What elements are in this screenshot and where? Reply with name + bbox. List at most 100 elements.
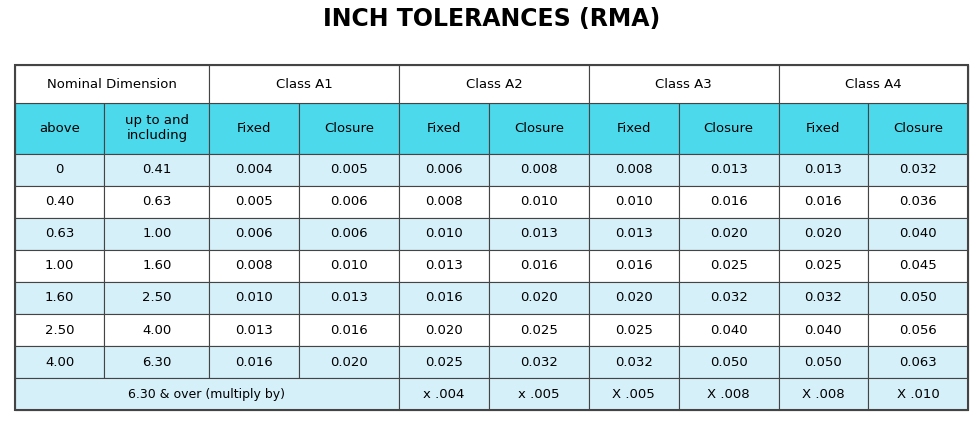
Bar: [399, 65, 589, 103]
Text: Closure: Closure: [893, 122, 944, 135]
Bar: [868, 154, 968, 186]
Bar: [868, 186, 968, 218]
Text: 0.025: 0.025: [425, 356, 463, 368]
Text: 0.013: 0.013: [614, 227, 653, 241]
Bar: [489, 250, 589, 282]
Text: 0.020: 0.020: [614, 292, 653, 304]
Text: 0.016: 0.016: [805, 195, 842, 208]
Text: 0.025: 0.025: [520, 324, 558, 336]
Text: 0.032: 0.032: [900, 163, 937, 176]
Text: x .004: x .004: [423, 388, 465, 400]
Bar: [778, 65, 968, 103]
Text: 1.00: 1.00: [45, 260, 74, 272]
Bar: [299, 346, 399, 378]
Bar: [778, 103, 868, 154]
Bar: [15, 65, 210, 103]
Text: Fixed: Fixed: [427, 122, 462, 135]
Text: 0.016: 0.016: [710, 195, 748, 208]
Bar: [105, 250, 210, 282]
Text: 1.00: 1.00: [142, 227, 172, 241]
Bar: [15, 218, 105, 250]
Bar: [778, 346, 868, 378]
Bar: [589, 65, 778, 103]
Text: INCH TOLERANCES (RMA): INCH TOLERANCES (RMA): [322, 7, 661, 31]
Text: Fixed: Fixed: [237, 122, 271, 135]
Bar: [399, 154, 489, 186]
Text: 0.63: 0.63: [45, 227, 74, 241]
Text: 0.040: 0.040: [805, 324, 842, 336]
Bar: [589, 378, 678, 410]
Bar: [210, 154, 299, 186]
Text: 0.010: 0.010: [425, 227, 463, 241]
Bar: [489, 186, 589, 218]
Bar: [868, 346, 968, 378]
Bar: [299, 282, 399, 314]
Text: 1.60: 1.60: [142, 260, 172, 272]
Text: 0.63: 0.63: [142, 195, 172, 208]
Text: Closure: Closure: [324, 122, 374, 135]
Text: 0.41: 0.41: [142, 163, 172, 176]
Bar: [299, 314, 399, 346]
Text: 0.006: 0.006: [330, 195, 368, 208]
Bar: [399, 346, 489, 378]
Bar: [778, 314, 868, 346]
Bar: [489, 154, 589, 186]
Bar: [678, 378, 778, 410]
Bar: [489, 378, 589, 410]
Text: Closure: Closure: [514, 122, 563, 135]
Bar: [299, 103, 399, 154]
Text: 0.020: 0.020: [425, 324, 463, 336]
Text: 0.050: 0.050: [805, 356, 842, 368]
Text: 0.020: 0.020: [805, 227, 842, 241]
Bar: [489, 346, 589, 378]
Text: 0.004: 0.004: [235, 163, 273, 176]
Bar: [15, 282, 105, 314]
Text: 0.020: 0.020: [330, 356, 368, 368]
Text: 0.050: 0.050: [710, 356, 748, 368]
Text: 0.013: 0.013: [330, 292, 368, 304]
Bar: [868, 314, 968, 346]
Bar: [678, 346, 778, 378]
Text: 0.016: 0.016: [614, 260, 653, 272]
Text: 0.032: 0.032: [710, 292, 748, 304]
Text: above: above: [39, 122, 80, 135]
Text: X .008: X .008: [708, 388, 750, 400]
Text: Class A2: Class A2: [466, 78, 522, 91]
Text: 0.013: 0.013: [235, 324, 273, 336]
Text: 2.50: 2.50: [45, 324, 74, 336]
Bar: [210, 65, 399, 103]
Text: 0.010: 0.010: [520, 195, 558, 208]
Bar: [589, 282, 678, 314]
Bar: [678, 282, 778, 314]
Text: 0.016: 0.016: [425, 292, 463, 304]
Text: 0.008: 0.008: [614, 163, 653, 176]
Text: 0.016: 0.016: [330, 324, 368, 336]
Text: 0.013: 0.013: [425, 260, 463, 272]
Bar: [678, 103, 778, 154]
Bar: [15, 186, 105, 218]
Bar: [299, 154, 399, 186]
Text: 0.016: 0.016: [235, 356, 273, 368]
Text: 0.025: 0.025: [710, 260, 748, 272]
Bar: [105, 103, 210, 154]
Text: 0.040: 0.040: [710, 324, 748, 336]
Bar: [678, 314, 778, 346]
Bar: [489, 282, 589, 314]
Bar: [399, 186, 489, 218]
Text: 0.032: 0.032: [614, 356, 653, 368]
Text: 1.60: 1.60: [45, 292, 74, 304]
Text: 0.013: 0.013: [520, 227, 558, 241]
Bar: [778, 378, 868, 410]
Bar: [399, 250, 489, 282]
Bar: [678, 186, 778, 218]
Text: 6.30: 6.30: [142, 356, 172, 368]
Bar: [210, 314, 299, 346]
Text: 0.025: 0.025: [805, 260, 843, 272]
Bar: [399, 314, 489, 346]
Bar: [105, 218, 210, 250]
Bar: [15, 103, 105, 154]
Bar: [210, 218, 299, 250]
Text: 0.006: 0.006: [235, 227, 273, 241]
Bar: [489, 314, 589, 346]
Bar: [868, 103, 968, 154]
